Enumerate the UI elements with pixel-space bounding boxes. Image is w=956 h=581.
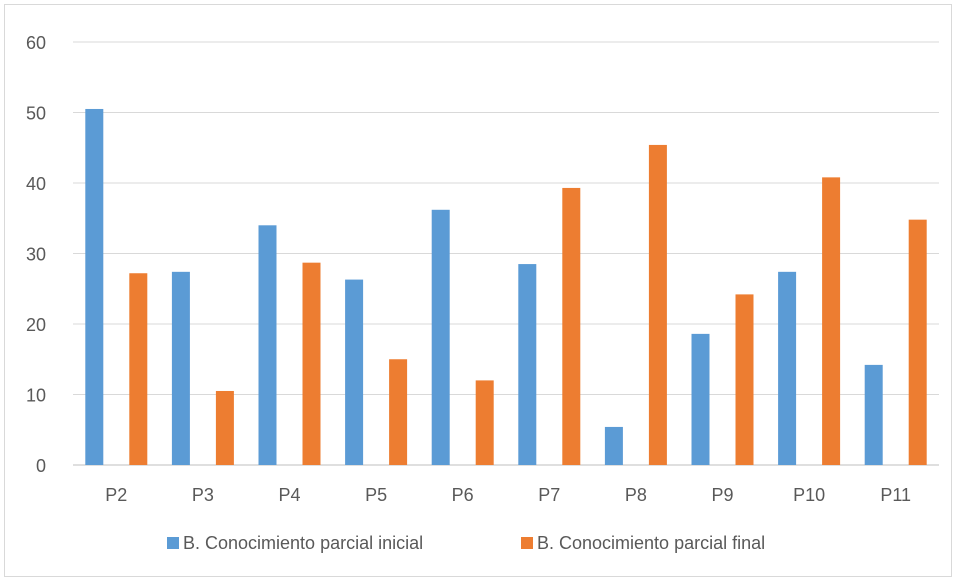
bar-inicial-p11 bbox=[864, 364, 883, 465]
bar-inicial-p10 bbox=[778, 271, 797, 465]
y-tick-label: 60 bbox=[26, 33, 46, 53]
bar-inicial-p3 bbox=[171, 271, 190, 465]
bar-inicial-p8 bbox=[604, 426, 623, 465]
bar-final-p3 bbox=[215, 390, 234, 465]
x-tick-label-p10: P10 bbox=[793, 485, 825, 505]
x-tick-label-p9: P9 bbox=[711, 485, 733, 505]
x-axis-tick-labels: P2 P3 P4 P5 P6 P7 P8 P9 P10 P11 bbox=[105, 485, 911, 505]
x-tick-label-p11: P11 bbox=[880, 485, 911, 505]
bar-inicial-p6 bbox=[431, 209, 450, 465]
y-axis-tick-labels: 0 10 20 30 40 50 60 bbox=[26, 33, 46, 476]
bar-inicial-p7 bbox=[518, 264, 537, 465]
bar-final-p6 bbox=[475, 380, 494, 465]
bars bbox=[85, 108, 927, 466]
legend-swatch-final bbox=[521, 537, 533, 549]
bar-inicial-p9 bbox=[691, 333, 710, 465]
bar-final-p5 bbox=[389, 359, 408, 465]
gridlines bbox=[73, 41, 939, 466]
x-tick-label-p5: P5 bbox=[365, 485, 387, 505]
bar-final-p10 bbox=[822, 177, 841, 466]
bar-inicial-p4 bbox=[258, 225, 277, 465]
bar-final-p8 bbox=[648, 144, 667, 465]
bar-final-p4 bbox=[302, 262, 321, 465]
y-tick-label: 40 bbox=[26, 174, 46, 194]
bar-final-p9 bbox=[735, 294, 754, 465]
legend-swatch-inicial bbox=[167, 537, 179, 549]
x-tick-label-p7: P7 bbox=[538, 485, 560, 505]
legend: B. Conocimiento parcial inicial B. Conoc… bbox=[167, 533, 765, 553]
x-tick-label-p4: P4 bbox=[278, 485, 300, 505]
bar-final-p11 bbox=[908, 219, 927, 465]
x-tick-label-p8: P8 bbox=[625, 485, 647, 505]
y-tick-label: 30 bbox=[26, 245, 46, 265]
y-tick-label: 0 bbox=[36, 456, 46, 476]
y-tick-label: 10 bbox=[26, 386, 46, 406]
bar-inicial-p5 bbox=[345, 279, 364, 465]
x-tick-label-p2: P2 bbox=[105, 485, 127, 505]
bar-final-p2 bbox=[129, 273, 148, 465]
y-tick-label: 20 bbox=[26, 315, 46, 335]
legend-label-inicial: B. Conocimiento parcial inicial bbox=[183, 533, 423, 553]
x-tick-label-p3: P3 bbox=[192, 485, 214, 505]
bar-final-p7 bbox=[562, 187, 581, 465]
x-tick-label-p6: P6 bbox=[452, 485, 474, 505]
legend-label-final: B. Conocimiento parcial final bbox=[537, 533, 765, 553]
bar-inicial-p2 bbox=[85, 108, 104, 465]
y-tick-label: 50 bbox=[26, 104, 46, 124]
